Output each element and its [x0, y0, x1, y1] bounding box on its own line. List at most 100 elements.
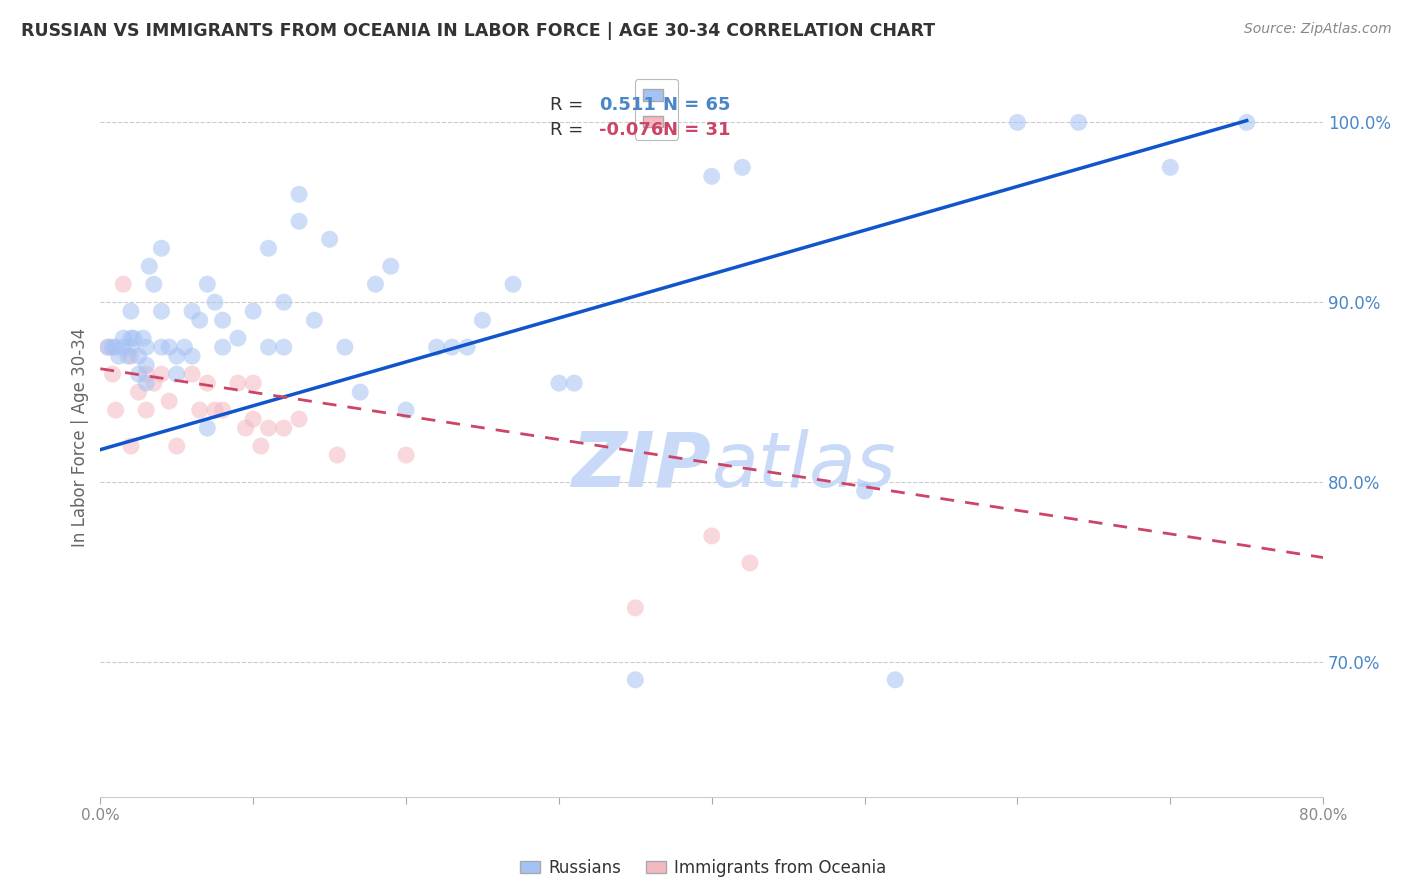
Point: [853, 483, 876, 498]
Point: [97, 340, 120, 354]
Point: [104, 340, 127, 354]
Text: atlas: atlas: [711, 429, 896, 503]
Point: [157, 340, 180, 354]
Point: [1067, 115, 1090, 129]
Legend: , : ,: [636, 78, 678, 139]
Point: [624, 600, 647, 615]
Point: [700, 169, 723, 184]
Point: [188, 403, 211, 417]
Point: [242, 376, 264, 391]
Point: [112, 277, 135, 292]
Point: [250, 439, 273, 453]
Point: [242, 412, 264, 426]
Point: [1007, 115, 1029, 129]
Point: [166, 439, 188, 453]
Point: [135, 403, 157, 417]
Point: [181, 367, 204, 381]
Point: [181, 304, 204, 318]
Point: [166, 349, 188, 363]
Point: [107, 349, 129, 363]
Point: [257, 421, 280, 435]
Point: [132, 331, 155, 345]
Text: Source: ZipAtlas.com: Source: ZipAtlas.com: [1244, 22, 1392, 37]
Text: N = 65: N = 65: [662, 96, 730, 114]
Point: [235, 421, 257, 435]
Point: [195, 421, 218, 435]
Point: [117, 349, 139, 363]
Point: [1236, 115, 1258, 129]
Point: [211, 313, 233, 327]
Point: [138, 259, 160, 273]
Point: [242, 304, 264, 318]
Point: [104, 403, 127, 417]
Legend: Russians, Immigrants from Oceania: Russians, Immigrants from Oceania: [513, 853, 893, 884]
Point: [304, 313, 326, 327]
Point: [135, 340, 157, 354]
Point: [112, 340, 135, 354]
Point: [333, 340, 356, 354]
Point: [700, 529, 723, 543]
Point: [120, 439, 142, 453]
Point: [101, 340, 124, 354]
Point: [128, 385, 150, 400]
Point: [157, 394, 180, 409]
Point: [738, 556, 761, 570]
Point: [884, 673, 907, 687]
Point: [226, 376, 249, 391]
Point: [97, 340, 120, 354]
Point: [395, 403, 418, 417]
Point: [204, 403, 226, 417]
Point: [257, 340, 280, 354]
Point: [395, 448, 418, 462]
Point: [288, 187, 311, 202]
Point: [142, 376, 165, 391]
Text: ZIP: ZIP: [572, 429, 711, 503]
Point: [150, 241, 173, 255]
Text: -0.076: -0.076: [599, 120, 664, 138]
Text: R =: R =: [550, 120, 589, 138]
Text: N = 31: N = 31: [662, 120, 730, 138]
Point: [326, 448, 349, 462]
Point: [471, 313, 494, 327]
Point: [181, 349, 204, 363]
Point: [150, 340, 173, 354]
Point: [288, 214, 311, 228]
Text: RUSSIAN VS IMMIGRANTS FROM OCEANIA IN LABOR FORCE | AGE 30-34 CORRELATION CHART: RUSSIAN VS IMMIGRANTS FROM OCEANIA IN LA…: [21, 22, 935, 40]
Point: [120, 349, 142, 363]
Point: [426, 340, 449, 354]
Point: [166, 367, 188, 381]
Point: [128, 367, 150, 381]
Point: [548, 376, 571, 391]
Point: [195, 277, 218, 292]
Point: [1159, 161, 1181, 175]
Point: [150, 367, 173, 381]
Point: [288, 412, 311, 426]
Point: [142, 277, 165, 292]
Text: 0.511: 0.511: [599, 96, 657, 114]
Point: [364, 277, 387, 292]
Point: [349, 385, 371, 400]
Point: [456, 340, 478, 354]
Point: [731, 161, 754, 175]
Point: [273, 421, 295, 435]
Point: [226, 331, 249, 345]
Point: [128, 349, 150, 363]
Point: [211, 403, 233, 417]
Point: [120, 304, 142, 318]
Point: [188, 313, 211, 327]
Point: [135, 358, 157, 372]
Point: [173, 340, 195, 354]
Point: [273, 295, 295, 310]
Point: [135, 376, 157, 391]
Point: [195, 376, 218, 391]
Point: [318, 232, 340, 246]
Point: [135, 367, 157, 381]
Point: [624, 673, 647, 687]
Point: [440, 340, 463, 354]
Point: [204, 295, 226, 310]
Point: [122, 331, 145, 345]
Point: [502, 277, 524, 292]
Point: [112, 331, 135, 345]
Point: [120, 340, 142, 354]
Y-axis label: In Labor Force | Age 30-34: In Labor Force | Age 30-34: [72, 327, 89, 547]
